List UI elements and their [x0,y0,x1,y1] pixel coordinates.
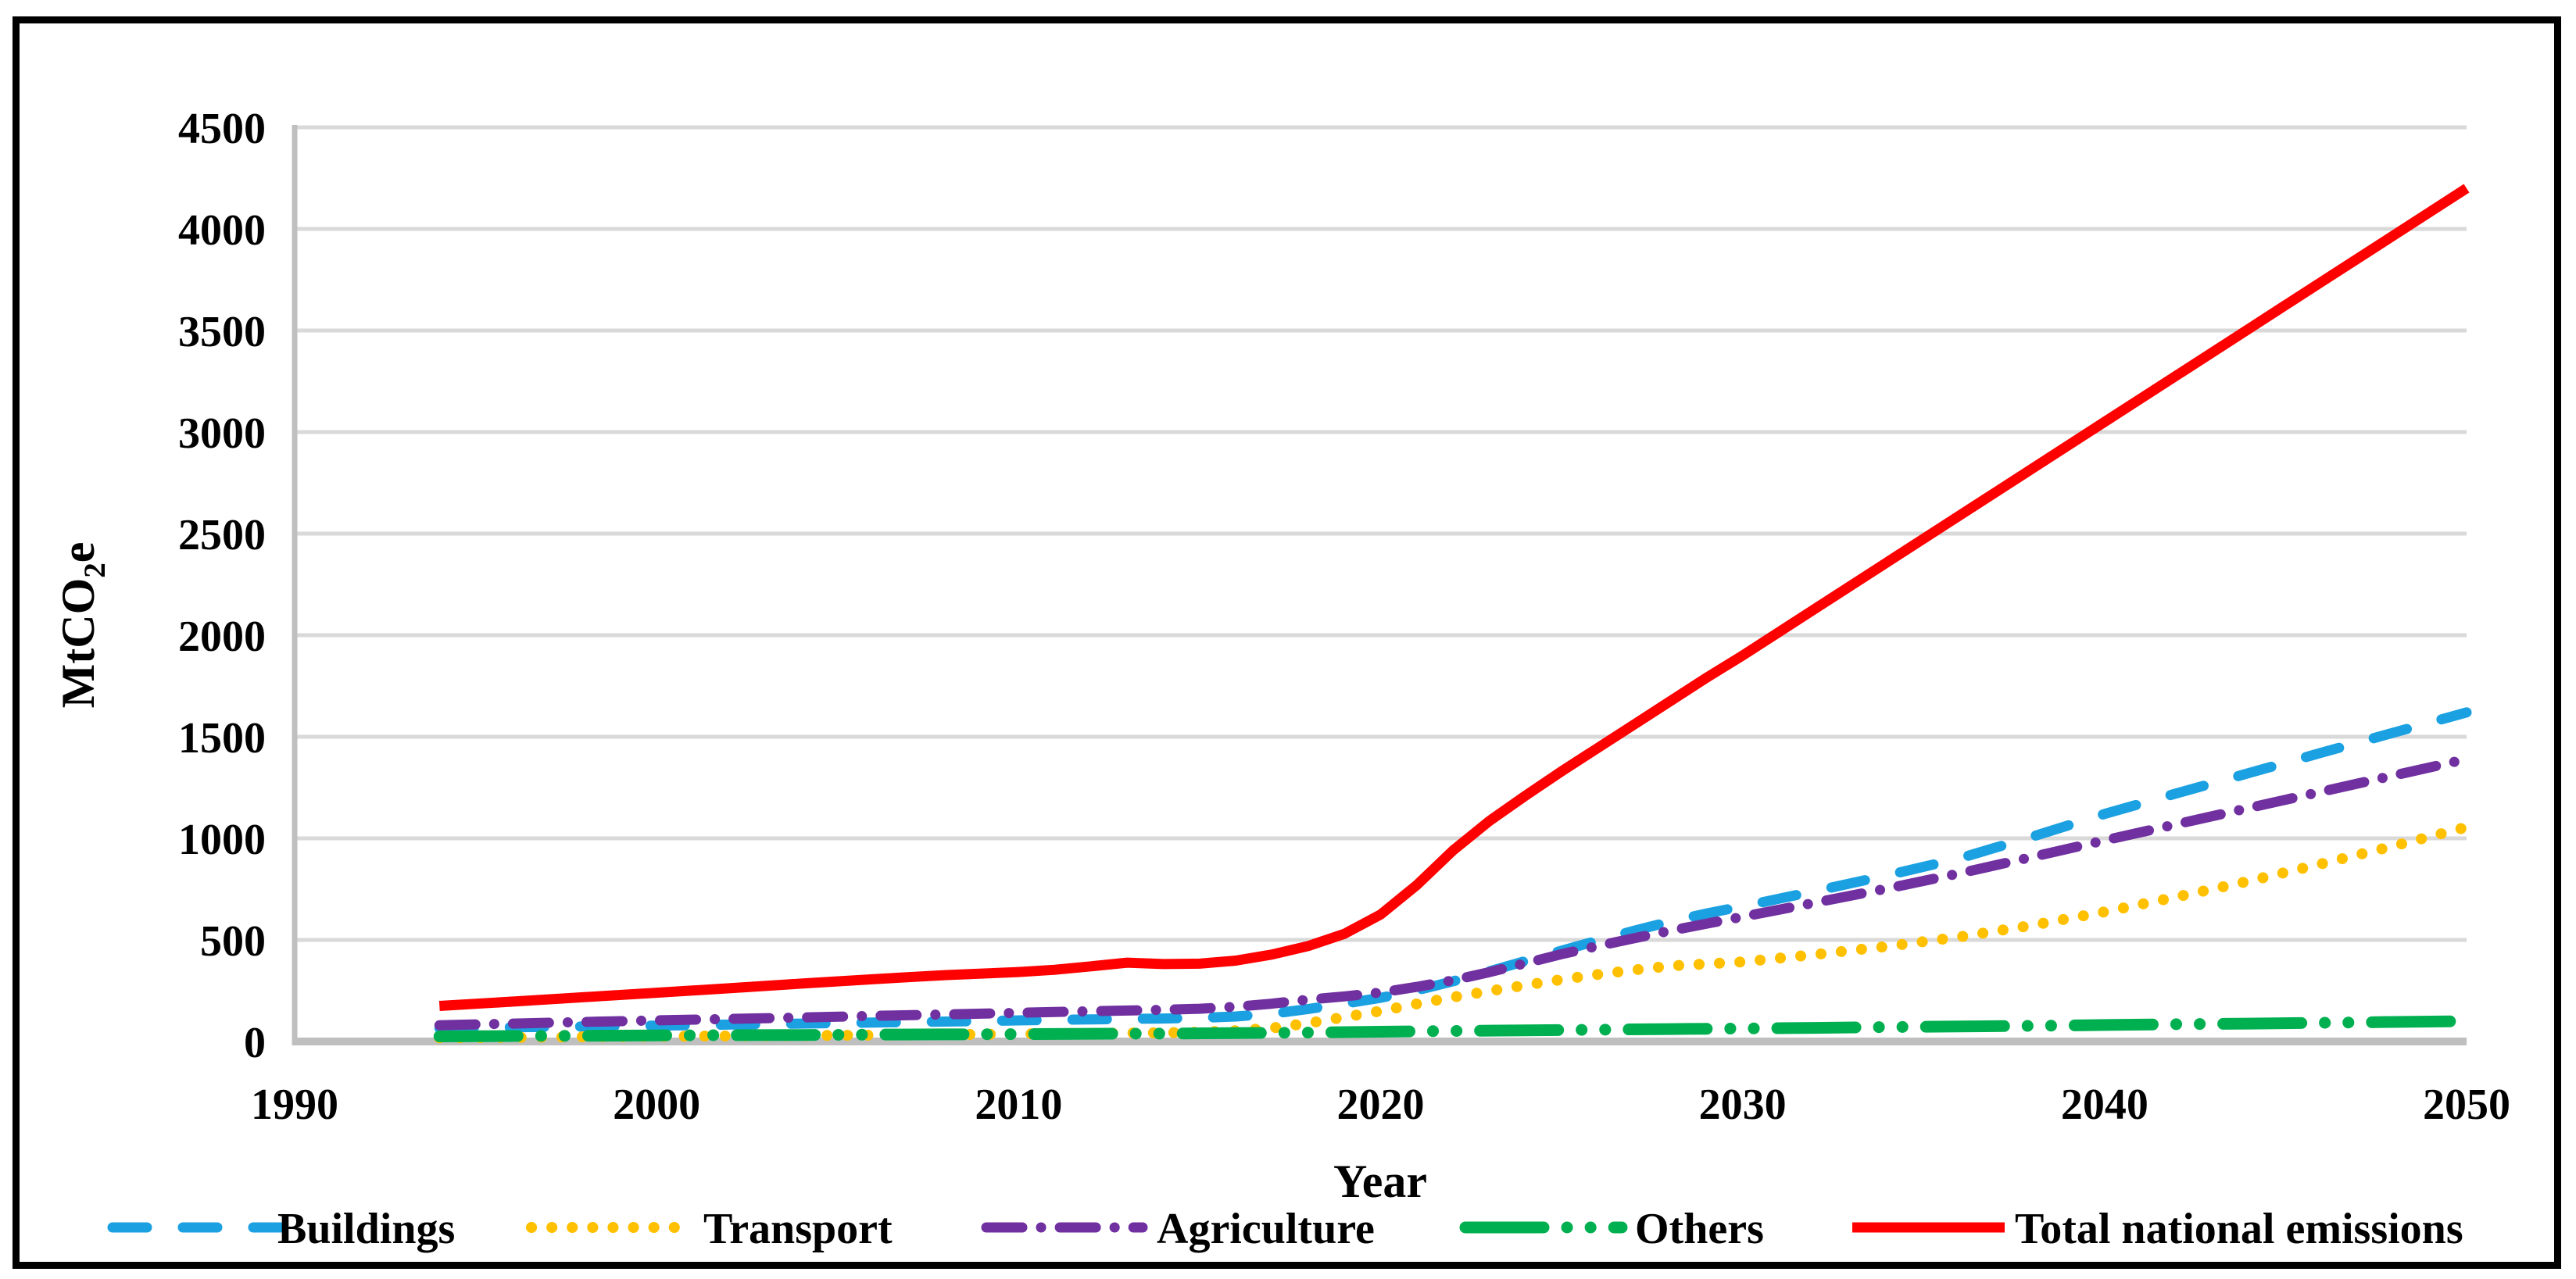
axes [292,125,2467,1045]
x-tick-label-1990: 1990 [251,1081,338,1129]
series-line-transport [434,821,2472,1044]
y-axis-title: MtCO2e [52,542,112,709]
series-line-total-national-emissions [438,184,2470,1011]
series-line-agriculture [434,754,2472,1031]
y-tick-label-2000: 2000 [178,613,266,661]
legend-label: Transport [703,1205,893,1253]
y-tick-label-4500: 4500 [178,105,266,153]
y-tick-label-3500: 3500 [178,308,266,356]
x-tick-label-2020: 2020 [1337,1081,1425,1129]
y-tick-label-500: 500 [200,917,266,966]
legend: Buildings Transport Agriculture Others Total… [107,1205,2463,1253]
x-tick-label-2040: 2040 [2061,1081,2148,1129]
x-tick-label-2050: 2050 [2423,1081,2510,1129]
legend-label: Total national emissions [2015,1205,2463,1253]
legend-label: Buildings [277,1205,455,1253]
x-axis-tick-labels: 1990 2000 2010 2020 2030 2040 2050 [251,1081,2510,1129]
data-series-lines [433,184,2473,1044]
y-tick-label-3000: 3000 [178,409,266,458]
y-tick-label-4000: 4000 [178,206,266,255]
y-tick-label-0: 0 [244,1019,266,1067]
x-tick-label-2030: 2030 [1699,1081,1787,1129]
legend-item-transport: Transport [526,1205,893,1253]
gridlines [295,125,2467,942]
legend-label: Others [1635,1205,1764,1253]
y-tick-label-1000: 1000 [178,816,266,864]
legend-item-others: Others [1459,1205,1764,1253]
x-axis-title: Year [1333,1156,1427,1207]
y-tick-label-2500: 2500 [178,511,266,559]
series-line-others [433,1015,2473,1042]
y-tick-label-1500: 1500 [178,714,266,763]
y-axis-tick-labels: 0 500 1000 1500 2000 2500 3000 3500 4000 4500 [178,105,266,1067]
legend-item-buildings: Buildings [107,1205,455,1253]
legend-item-agriculture: Agriculture [981,1205,1375,1253]
x-tick-label-2010: 2010 [975,1081,1062,1129]
legend-label: Agriculture [1157,1205,1375,1253]
legend-item-total-national-emissions: Total national emissions [1852,1205,2463,1253]
x-tick-label-2000: 2000 [613,1081,700,1129]
